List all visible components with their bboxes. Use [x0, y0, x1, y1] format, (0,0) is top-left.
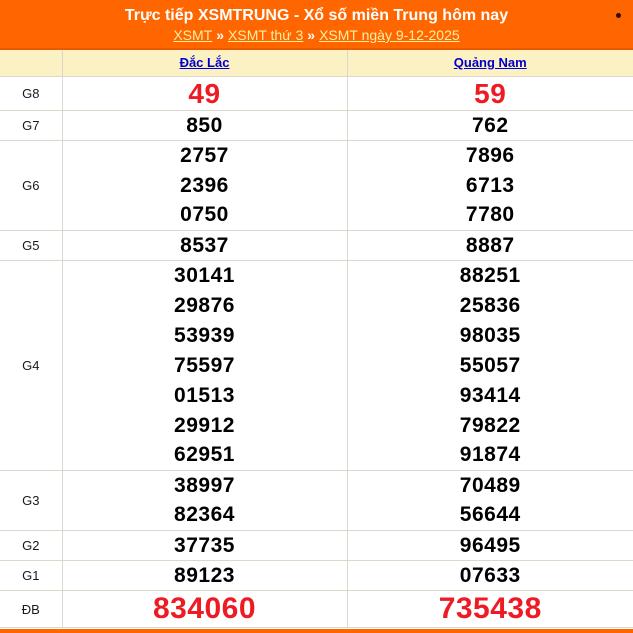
breadcrumb: XSMT» XSMT thứ 3» XSMT ngày 9-12-2025: [0, 25, 633, 45]
prize-cell: 6713: [346, 170, 633, 201]
table-row: 62951 91874: [0, 440, 633, 471]
table-row: 53939 98035: [0, 320, 633, 351]
prize-cell: 7780: [346, 200, 633, 231]
table-row: 82364 56644: [0, 500, 633, 531]
bottom-bar: [0, 629, 633, 633]
table-row: G6 2757 7896: [0, 140, 633, 231]
results-table: Đắc Lắc Quảng Nam G8 49 59 G7 850 762 G6 2757 789…: [0, 50, 633, 628]
table-row: 29912 79822: [0, 410, 633, 441]
table-row: 2396 6713: [0, 170, 633, 201]
prize-cell: 2757: [61, 140, 347, 171]
prize-cell: 07633: [346, 560, 633, 591]
breadcrumb-separator: »: [216, 27, 225, 43]
prize-cell: 70489: [346, 470, 633, 501]
prize-cell: 79822: [346, 410, 633, 441]
prize-cell: 93414: [346, 380, 633, 411]
prize-cell: 98035: [346, 320, 633, 351]
province-header-link[interactable]: Đắc Lắc: [179, 55, 230, 70]
prize-cell: 29876: [61, 290, 347, 321]
table-row: 75597 55057: [0, 350, 633, 381]
prize-cell: 59: [346, 76, 633, 111]
row-label: ĐB: [0, 590, 62, 628]
row-label: G6: [0, 140, 62, 231]
prize-cell: 91874: [346, 440, 633, 471]
prize-cell: 56644: [346, 500, 633, 531]
prize-cell: 55057: [346, 350, 633, 381]
table-row: 01513 93414: [0, 380, 633, 411]
prize-cell: 82364: [61, 500, 347, 531]
row-label: G8: [0, 76, 62, 111]
prize-cell: 7896: [346, 140, 633, 171]
province-header: Đắc Lắc: [61, 50, 347, 77]
prize-cell: 37735: [61, 530, 347, 561]
prize-cell: 762: [346, 110, 633, 141]
column-header-row: Đắc Lắc Quảng Nam: [0, 50, 633, 77]
row-label: G7: [0, 110, 62, 141]
prize-cell: 75597: [61, 350, 347, 381]
prize-cell: 8887: [346, 230, 633, 261]
prize-cell: 834060: [61, 590, 347, 628]
corner-cell: [0, 50, 62, 77]
table-row: G4 30141 88251: [0, 260, 633, 471]
prize-cell: 88251: [346, 260, 633, 291]
breadcrumb-link[interactable]: XSMT: [173, 27, 213, 43]
prize-cell: 850: [61, 110, 347, 141]
province-header: Quảng Nam: [346, 50, 633, 77]
table-row: G7 850 762: [0, 110, 633, 141]
table-row: G8 49 59: [0, 76, 633, 111]
prize-cell: 62951: [61, 440, 347, 471]
breadcrumb-separator: »: [307, 27, 316, 43]
row-label: G5: [0, 230, 62, 261]
prize-cell: 8537: [61, 230, 347, 261]
row-label: G2: [0, 530, 62, 561]
prize-cell: 49: [61, 76, 347, 111]
breadcrumb-link[interactable]: XSMT thứ 3: [228, 27, 304, 43]
prize-cell: 89123: [61, 560, 347, 591]
prize-cell: 96495: [346, 530, 633, 561]
table-row: 0750 7780: [0, 200, 633, 231]
prize-cell: 01513: [61, 380, 347, 411]
results-body: G8 49 59 G7 850 762 G6 2757 7896 2396 6713 0750 7780…: [0, 76, 633, 628]
prize-cell: 2396: [61, 170, 347, 201]
prize-cell: 38997: [61, 470, 347, 501]
prize-cell: 735438: [346, 590, 633, 628]
table-row: ĐB 834060 735438: [0, 590, 633, 628]
notification-dot: [616, 13, 621, 18]
prize-cell: 29912: [61, 410, 347, 441]
province-header-link[interactable]: Quảng Nam: [453, 55, 527, 70]
table-row: 29876 25836: [0, 290, 633, 321]
prize-cell: 25836: [346, 290, 633, 321]
table-row: G1 89123 07633: [0, 560, 633, 591]
row-label: G4: [0, 260, 62, 471]
row-label: G1: [0, 560, 62, 591]
breadcrumb-link[interactable]: XSMT ngày 9-12-2025: [319, 27, 460, 43]
prize-cell: 53939: [61, 320, 347, 351]
page-title: Trực tiếp XSMTRUNG - Xổ số miền Trung hô…: [124, 7, 509, 24]
table-row: G2 37735 96495: [0, 530, 633, 561]
table-row: G3 38997 70489: [0, 470, 633, 531]
page-header: Trực tiếp XSMTRUNG - Xổ số miền Trung hô…: [0, 0, 633, 50]
prize-cell: 0750: [61, 200, 347, 231]
table-row: G5 8537 8887: [0, 230, 633, 261]
prize-cell: 30141: [61, 260, 347, 291]
row-label: G3: [0, 470, 62, 531]
